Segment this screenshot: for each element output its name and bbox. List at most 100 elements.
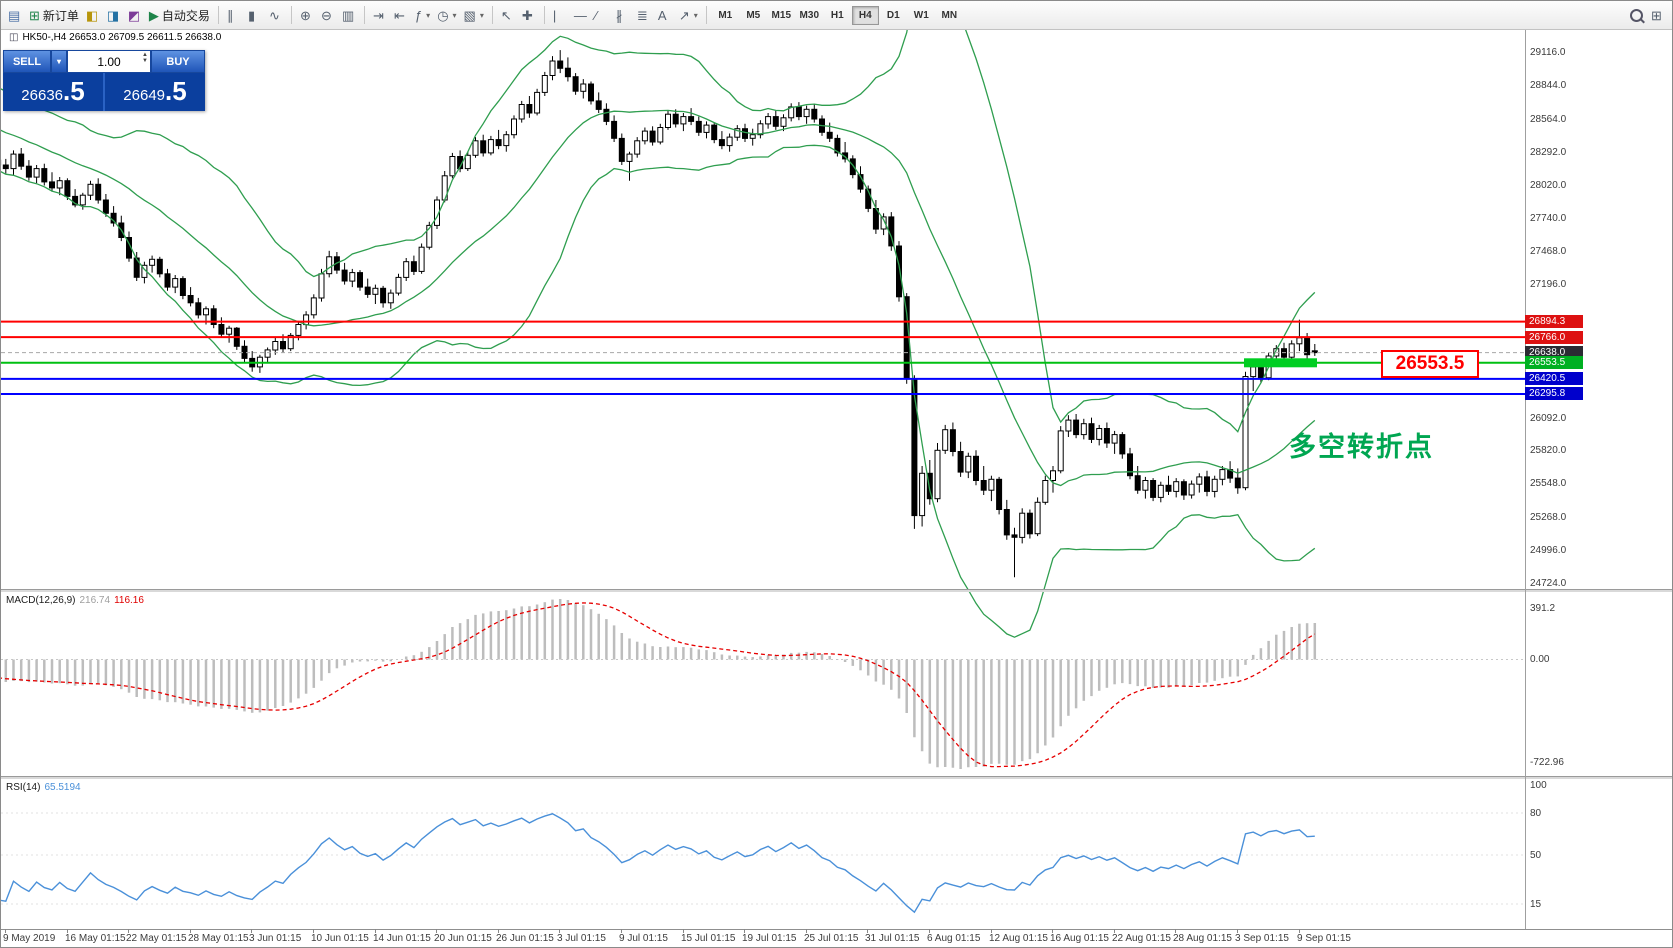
data-window-button[interactable]: ◨ (104, 4, 124, 26)
candle-body (33, 168, 40, 178)
horizontal-line-button[interactable]: — (571, 4, 591, 26)
price-callout[interactable]: 26553.5 (1381, 350, 1479, 378)
arrow-tools-button[interactable]: ↗ ▾ (676, 4, 701, 26)
cursor-button[interactable]: ↖ (498, 4, 518, 26)
candle-body (1165, 484, 1172, 492)
toolbar-separator (290, 6, 292, 24)
bollinger-middle-line (1, 109, 1316, 487)
fibonacci-button[interactable]: ≣ (634, 4, 654, 26)
price-label: 26092.0 (1530, 413, 1567, 424)
candle-body (988, 478, 995, 491)
equidistant-channel-button[interactable]: ∦ (613, 4, 633, 26)
candle-body (264, 349, 271, 358)
candle-body (749, 134, 756, 139)
candle-body (595, 100, 602, 110)
candle-body (611, 120, 618, 139)
candle-body (780, 117, 787, 127)
trendline-button[interactable]: ∕ (592, 4, 612, 26)
candle-body (1142, 480, 1149, 491)
candle-body (588, 83, 594, 102)
crosshair-button[interactable]: ✚ (519, 4, 539, 26)
new-chart-button[interactable]: ▤ (5, 4, 25, 26)
candle-body (842, 152, 849, 160)
candle-body (811, 108, 818, 120)
candle-body (1173, 481, 1180, 492)
timeframe-mn-button[interactable]: MN (936, 6, 963, 25)
timeframe-m5-button[interactable]: M5 (740, 6, 767, 25)
navigator-button[interactable]: ◩ (125, 4, 145, 26)
candle-body (1073, 419, 1080, 436)
candle-body (1180, 481, 1187, 496)
highlight-zone[interactable] (1244, 358, 1317, 368)
layouts-button[interactable]: ⊞ (1648, 4, 1668, 26)
market-watch-button[interactable]: ◧ (83, 4, 103, 26)
search-button[interactable] (1627, 4, 1647, 26)
spinner-up-icon[interactable]: ▲ (142, 52, 148, 58)
timeframe-h1-button[interactable]: H1 (824, 6, 851, 25)
timeframe-m15-button[interactable]: M15 (768, 6, 795, 25)
panel-separator-macd[interactable] (1, 589, 1672, 592)
time-label: 20 Jun 01:15 (434, 933, 492, 944)
candle-body (680, 116, 687, 125)
candle-body (1042, 480, 1049, 503)
periods-button[interactable]: ◷ ▾ (434, 4, 459, 26)
timeframe-m1-button[interactable]: M1 (712, 6, 739, 25)
timeframe-d1-button[interactable]: D1 (880, 6, 907, 25)
timeframe-w1-button[interactable]: W1 (908, 6, 935, 25)
time-tick (436, 929, 438, 933)
bar-chart-icon: ∥ (226, 7, 234, 23)
candle-body (41, 168, 48, 183)
toolbar-separator (705, 6, 707, 24)
timeframe-m30-button[interactable]: M30 (796, 6, 823, 25)
candle-body (426, 224, 433, 248)
spinner-down-icon[interactable]: ▼ (142, 58, 148, 64)
candle-body (572, 76, 579, 92)
candle-body (187, 295, 194, 304)
sell-price[interactable]: 26636 .5 (3, 73, 103, 111)
text-label-button[interactable]: A (655, 4, 675, 26)
tile-windows-button[interactable]: ▥ (339, 4, 359, 26)
zoom-out-button[interactable]: ⊖ (318, 4, 338, 26)
dropdown-caret-icon: ▾ (426, 10, 431, 20)
candle-body (649, 130, 656, 143)
rsi-line (1, 813, 1315, 914)
buy-button[interactable]: BUY (151, 50, 205, 73)
volume-input[interactable]: 1.00 ▲ ▼ (67, 50, 151, 73)
candle-body (980, 480, 987, 491)
buy-price[interactable]: 26649 .5 (103, 73, 205, 111)
auto-scroll-button[interactable]: ⇥ (370, 4, 390, 26)
candle-body (1119, 434, 1126, 455)
autotrading-button[interactable]: ▶ 自动交易 (146, 4, 213, 26)
vertical-line-button[interactable]: | (550, 4, 570, 26)
candle-body (1242, 376, 1249, 489)
timeframe-h4-button[interactable]: H4 (851, 5, 879, 25)
candle-body (72, 195, 79, 206)
sell-button[interactable]: SELL (3, 50, 51, 73)
candle-body (618, 137, 625, 162)
indicators-icon: ƒ (414, 7, 423, 23)
candle-body (49, 181, 55, 189)
candle-body (896, 245, 902, 298)
line-chart-button[interactable]: ∿ (266, 4, 286, 26)
sell-price-frac: .5 (63, 76, 85, 106)
time-tick (1113, 929, 1115, 933)
volume-dropdown-button[interactable]: ▾ (51, 50, 67, 73)
templates-button[interactable]: ▧ ▾ (461, 4, 487, 26)
panel-separator-rsi[interactable] (1, 776, 1672, 779)
time-label: 26 Jun 01:15 (496, 933, 554, 944)
time-label: 12 Aug 01:15 (989, 933, 1048, 944)
new-order-button[interactable]: ⊞ 新订单 (26, 4, 82, 26)
indicators-button[interactable]: ƒ ▾ (412, 4, 433, 26)
candlestick-chart-button[interactable]: ▮ (245, 4, 265, 26)
macd-scale-label: 0.00 (1530, 654, 1550, 665)
volume-spinner[interactable]: ▲ ▼ (142, 52, 148, 64)
bar-chart-button[interactable]: ∥ (224, 4, 244, 26)
zoom-in-button[interactable]: ⊕ (297, 4, 317, 26)
candle-body (10, 153, 17, 170)
chart-shift-button[interactable]: ⇤ (391, 4, 411, 26)
auto-scroll-icon: ⇥ (372, 7, 384, 23)
price-tag: 26553.5 (1525, 356, 1583, 369)
candle-body (449, 156, 456, 177)
time-label: 28 May 01:15 (188, 933, 249, 944)
